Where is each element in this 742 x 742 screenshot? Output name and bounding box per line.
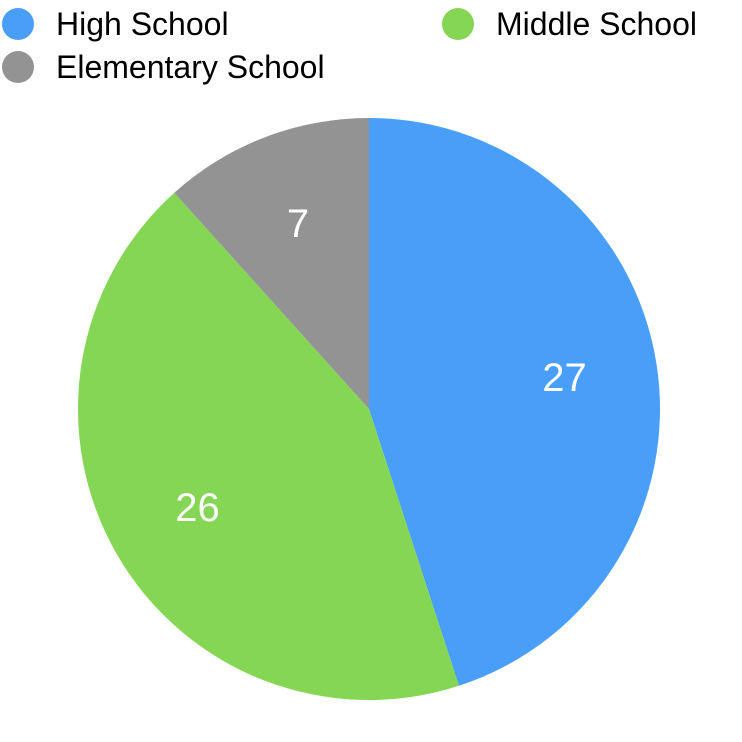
legend-swatch-high-school <box>2 8 34 40</box>
pie-slice-high-school <box>369 118 660 686</box>
data-label-high-school: 27 <box>542 356 587 400</box>
data-label-middle-school: 26 <box>175 486 220 530</box>
legend-swatch-middle-school <box>442 8 474 40</box>
legend-label-middle-school: Middle School <box>496 6 697 42</box>
pie-slice-middle-school <box>78 192 459 701</box>
pie-slices <box>78 118 660 701</box>
legend-item-middle-school: Middle School <box>442 4 697 44</box>
legend-item-high-school: High School <box>2 4 229 44</box>
data-label-elementary-school: 7 <box>287 202 309 246</box>
legend-label-high-school: High School <box>56 6 229 42</box>
legend-swatch-elementary-school <box>2 51 34 83</box>
pie-slice-elementary-school <box>174 118 369 409</box>
legend-label-elementary-school: Elementary School <box>56 49 325 85</box>
pie-labels: 27 26 7 <box>175 202 587 530</box>
legend-item-elementary-school: Elementary School <box>2 47 325 87</box>
